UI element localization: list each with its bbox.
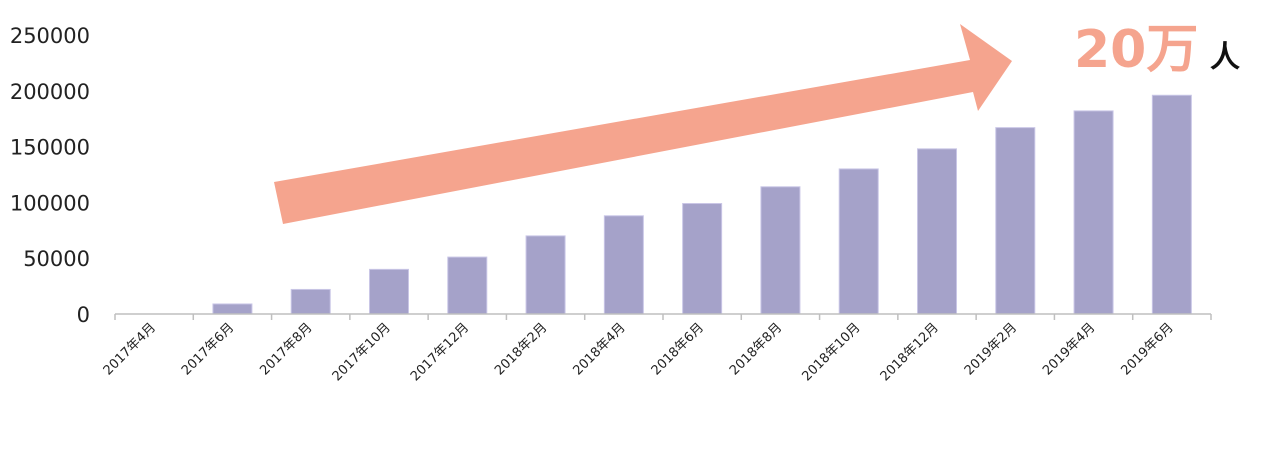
bars: [212, 94, 1192, 315]
bar: [290, 288, 331, 315]
y-tick-label: 0: [77, 303, 90, 327]
bar: [760, 186, 801, 315]
x-tick-label: 2018年2月: [492, 320, 550, 378]
bar: [369, 268, 409, 315]
x-tick-label: 2018年4月: [570, 320, 628, 378]
x-tick-label: 2019年2月: [962, 320, 1020, 378]
y-tick-label: 250000: [10, 24, 90, 48]
y-tick-label: 150000: [10, 136, 90, 160]
x-tick-label: 2018年6月: [649, 320, 707, 378]
annotation-unit: 人: [1210, 40, 1240, 75]
x-tick-label: 2019年6月: [1118, 320, 1176, 378]
y-tick-label: 200000: [10, 80, 90, 104]
bar: [838, 168, 879, 315]
bar: [1073, 110, 1114, 315]
bar: [917, 148, 957, 315]
bar: [682, 203, 723, 315]
bar: [212, 303, 253, 315]
x-tick-labels: 2017年4月 2017年6月 2017年8月 2017年10月 2017年12月 201…: [101, 320, 1177, 384]
bar: [447, 256, 488, 315]
bar: [525, 235, 566, 315]
trend-arrow: [274, 24, 1012, 224]
x-tick-label: 2017年4月: [101, 320, 159, 378]
bar: [603, 215, 644, 315]
x-tick-label: 2017年6月: [179, 320, 237, 378]
y-tick-label: 50000: [23, 247, 90, 271]
x-tick-label: 2019年4月: [1040, 320, 1098, 378]
annotation-number: 20万: [1074, 20, 1198, 80]
bar: [1151, 94, 1192, 315]
y-axis: 0 50000 100000 150000 200000 250000: [10, 24, 90, 327]
bar: [995, 127, 1036, 315]
y-tick-label: 100000: [10, 191, 90, 215]
x-tick-label: 2018年12月: [878, 320, 942, 384]
x-tick-label: 2017年12月: [408, 320, 472, 384]
x-tick-label: 2018年10月: [799, 320, 863, 384]
x-tick-label: 2018年8月: [727, 320, 785, 378]
x-tick-label: 2017年10月: [330, 320, 394, 384]
x-axis: [114, 313, 1212, 320]
x-tick-label: 2017年8月: [257, 320, 315, 378]
